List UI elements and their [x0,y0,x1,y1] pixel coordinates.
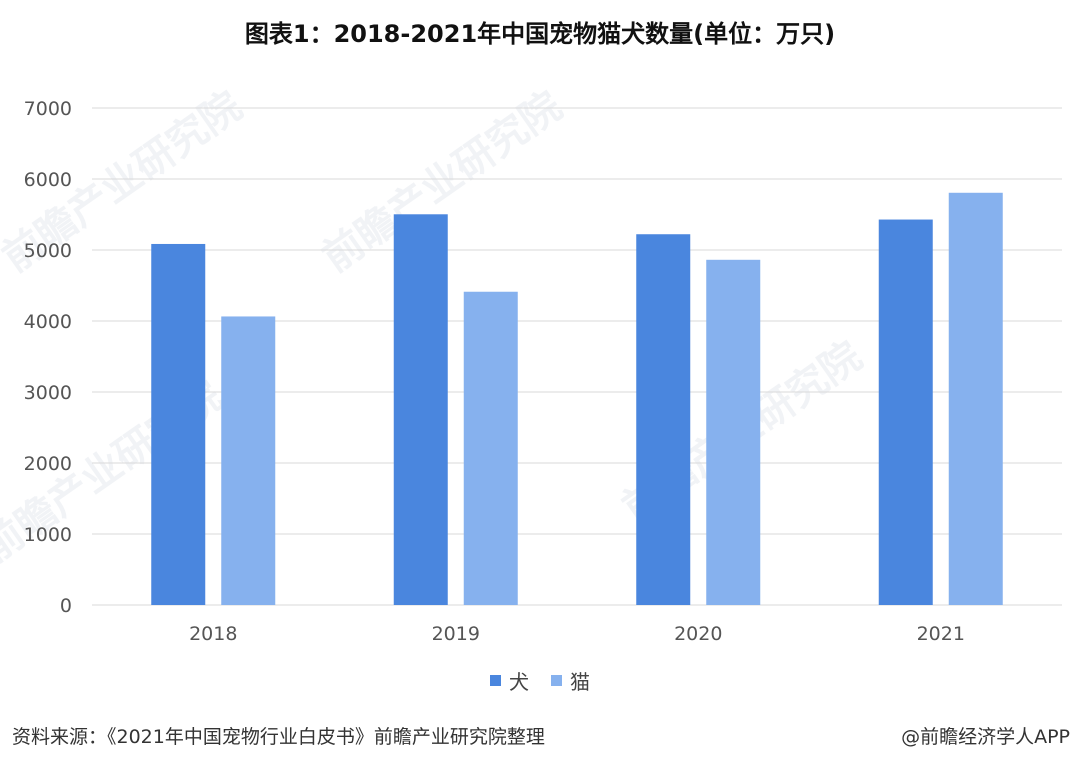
bar-dog-2020 [636,234,691,605]
legend-label-cat: 猫 [570,670,590,694]
chart-title: 图表1：2018-2021年中国宠物猫犬数量(单位：万只) [244,20,836,48]
source-note: 资料来源：《2021年中国宠物行业白皮书》前瞻产业研究院整理 [12,726,545,748]
bar-chart: 0 1000 2000 3000 4000 5000 6000 7000 2018 2019 202… [24,98,1062,645]
legend-swatch-cat [551,675,562,686]
legend-item-dog: 犬 [490,666,529,695]
x-tick-label: 2021 [917,623,965,645]
y-tick-label: 7000 [24,98,72,120]
legend-swatch-dog [490,675,501,686]
y-tick-label: 0 [60,595,72,617]
y-tick-label: 6000 [24,169,72,191]
x-tick-label: 2019 [432,623,480,645]
x-tick-label: 2018 [189,623,237,645]
legend: 犬 猫 [0,666,1080,695]
bar-dog-2021 [878,219,933,605]
x-tick-label: 2020 [674,623,722,645]
brand-credit: @前瞻经济学人APP [901,726,1070,748]
y-tick-label: 2000 [24,453,72,475]
bar-cat-2019 [463,291,518,605]
legend-item-cat: 猫 [551,666,590,695]
legend-label-dog: 犬 [509,670,529,694]
bar-cat-2021 [948,192,1003,606]
bar-dog-2018 [151,243,206,605]
y-tick-label: 3000 [24,382,72,404]
y-tick-label: 1000 [24,524,72,546]
bar-cat-2020 [706,259,761,605]
y-tick-label: 5000 [24,240,72,262]
bar-dog-2019 [393,214,448,606]
y-tick-label: 4000 [24,311,72,333]
bar-cat-2018 [221,316,276,605]
